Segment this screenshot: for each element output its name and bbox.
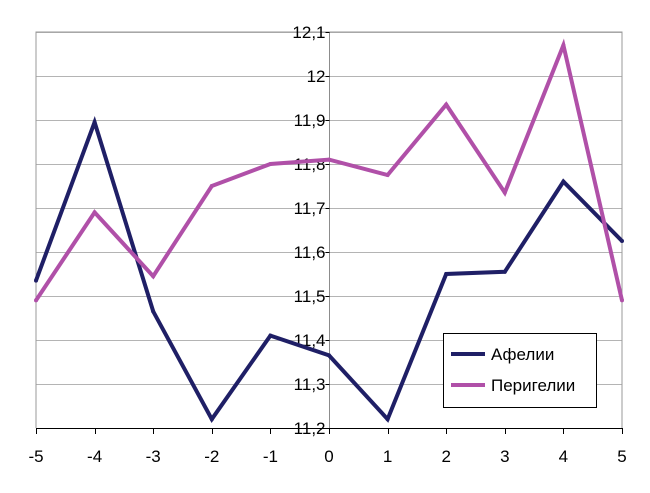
series-lines bbox=[34, 38, 624, 423]
x-tick-label: -1 bbox=[263, 447, 278, 466]
y-tick-label: 12 bbox=[307, 67, 326, 86]
data-point-series-2 bbox=[620, 298, 624, 303]
legend-box bbox=[443, 333, 597, 408]
data-point-series-1 bbox=[327, 353, 331, 358]
legend-label-1: Афелии bbox=[491, 345, 554, 364]
x-tick-label: 3 bbox=[500, 447, 509, 466]
data-point-series-1 bbox=[92, 120, 97, 125]
y-tick-label: 11,7 bbox=[294, 199, 326, 218]
data-point-series-2 bbox=[327, 157, 331, 162]
x-tick-label: 0 bbox=[324, 447, 333, 466]
data-point-series-1 bbox=[385, 417, 390, 422]
y-tick-label: 11,9 bbox=[294, 111, 326, 130]
x-tick-labels: -5 -4 -3 -2 -1 0 1 2 3 4 5 bbox=[28, 447, 626, 466]
data-point-series-2 bbox=[209, 184, 214, 188]
x-tick-label: -4 bbox=[87, 447, 102, 466]
axes bbox=[35, 31, 623, 434]
data-point-series-1 bbox=[268, 333, 273, 338]
data-point-series-2 bbox=[268, 162, 273, 166]
data-point-series-2 bbox=[385, 173, 390, 177]
y-tick-label: 11,8 bbox=[294, 155, 326, 174]
data-point-series-1 bbox=[620, 239, 624, 243]
x-tick-label: -5 bbox=[28, 447, 43, 466]
x-tick-label: -3 bbox=[146, 447, 161, 466]
data-point-series-1 bbox=[502, 269, 507, 274]
y-tick-label: 11,5 bbox=[294, 287, 326, 306]
y-tick-label: 11,6 bbox=[294, 243, 326, 262]
x-tick-label: 2 bbox=[441, 447, 450, 466]
data-point-series-2 bbox=[561, 43, 566, 48]
y-tick-label: 11,2 bbox=[294, 419, 326, 438]
x-tick-label: 5 bbox=[617, 447, 626, 466]
data-point-series-1 bbox=[34, 278, 38, 283]
y-tick-label: 11,3 bbox=[294, 375, 326, 394]
data-point-series-1 bbox=[444, 272, 449, 276]
x-tick-label: 1 bbox=[383, 447, 392, 466]
data-point-series-1 bbox=[209, 417, 214, 422]
legend-label-2: Перигелии bbox=[491, 376, 575, 395]
x-tick-label: -2 bbox=[204, 447, 219, 466]
data-point-series-2 bbox=[444, 102, 449, 107]
data-point-series-2 bbox=[151, 274, 156, 279]
data-point-series-2 bbox=[92, 210, 97, 215]
data-point-series-2 bbox=[502, 190, 507, 195]
y-tick-label: 12,1 bbox=[292, 23, 325, 42]
legend: Афелии Перигелии bbox=[443, 333, 597, 408]
data-point-series-2 bbox=[34, 298, 38, 303]
data-point-series-1 bbox=[151, 309, 156, 314]
x-tick-label: 4 bbox=[559, 447, 568, 466]
data-point-series-1 bbox=[561, 179, 566, 184]
